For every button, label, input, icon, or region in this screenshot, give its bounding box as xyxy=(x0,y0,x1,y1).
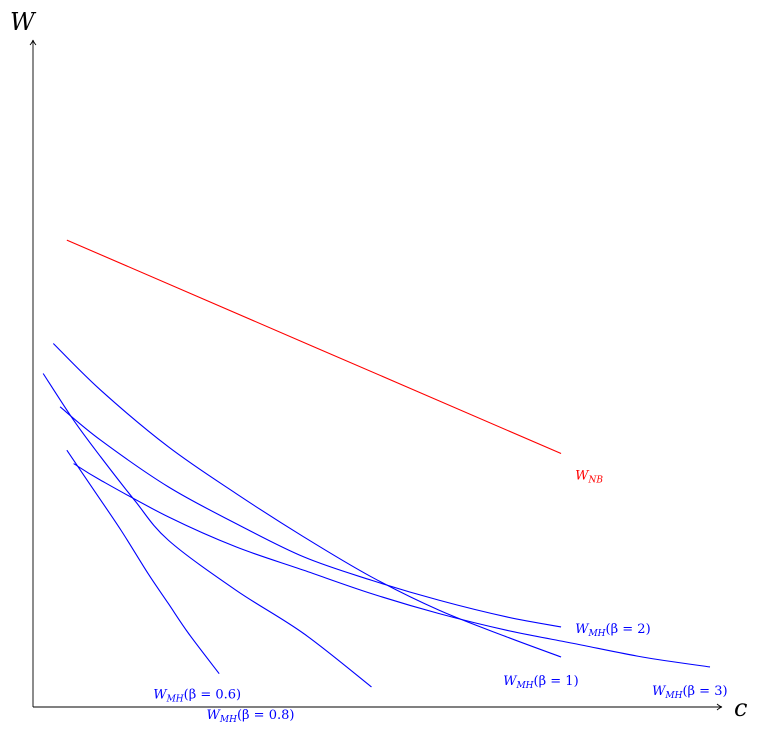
series-label-w-mh-0-8: WMH(β = 0.8) xyxy=(207,708,295,725)
series-line-w-mh-2 xyxy=(59,406,562,628)
x-axis-arrow xyxy=(716,703,723,711)
axes: W c xyxy=(10,8,747,722)
series-line-w-nb xyxy=(66,239,562,455)
series-label-w-nb: WNB xyxy=(575,469,603,486)
series-label-w-mh-2: WMH(β = 2) xyxy=(575,622,651,639)
x-axis-title: c xyxy=(734,694,747,722)
series-line-w-mh-3 xyxy=(73,463,711,668)
series-line-w-mh-0-6 xyxy=(66,449,220,674)
y-axis-arrow xyxy=(29,39,37,46)
series-line-w-mh-0-8 xyxy=(42,373,372,688)
plot-area: WNB WMH(β = 0.6) WMH(β = 0.8) WMH(β = 1) WMH… xyxy=(42,239,728,725)
series-label-w-mh-1: WMH(β = 1) xyxy=(503,674,579,691)
series-label-w-mh-3: WMH(β = 3) xyxy=(652,684,728,701)
series-label-w-mh-0-6: WMH(β = 0.6) xyxy=(153,688,241,705)
series-line-w-mh-1 xyxy=(52,343,562,658)
y-axis-title: W xyxy=(10,8,37,36)
